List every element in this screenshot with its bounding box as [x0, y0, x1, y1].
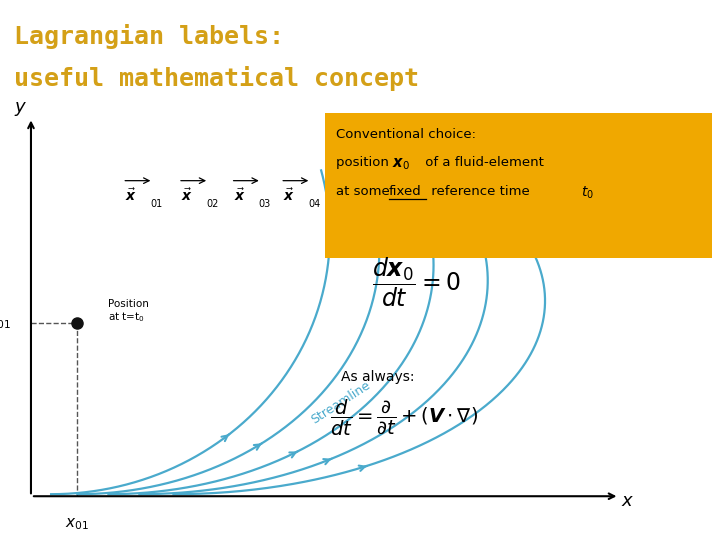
Text: 02: 02: [206, 199, 218, 209]
Text: $\vec{\boldsymbol{x}}$: $\vec{\boldsymbol{x}}$: [234, 187, 246, 204]
Text: position: position: [336, 156, 393, 169]
Text: useful mathematical concept: useful mathematical concept: [14, 66, 419, 91]
Text: Lagrangian labels:: Lagrangian labels:: [14, 24, 284, 49]
Text: Conventional choice:: Conventional choice:: [336, 128, 476, 141]
Text: 05: 05: [354, 199, 367, 209]
Text: at some: at some: [336, 185, 394, 198]
Text: $\dfrac{d\boldsymbol{x}_0}{dt} = 0$: $\dfrac{d\boldsymbol{x}_0}{dt} = 0$: [372, 255, 461, 309]
Text: 04: 04: [308, 199, 320, 209]
Text: $\vec{\boldsymbol{x}}$: $\vec{\boldsymbol{x}}$: [284, 187, 295, 204]
Text: Position: Position: [109, 299, 149, 309]
Text: 03: 03: [258, 199, 271, 209]
Text: $\boldsymbol{x}_0$: $\boldsymbol{x}_0$: [392, 156, 410, 172]
Text: fixed: fixed: [389, 185, 421, 198]
Text: Streamline: Streamline: [309, 379, 373, 427]
Text: $y_{01}$: $y_{01}$: [0, 315, 11, 331]
Text: reference time: reference time: [428, 185, 534, 198]
Text: $\vec{\boldsymbol{x}}$: $\vec{\boldsymbol{x}}$: [181, 187, 193, 204]
Text: $\vec{\boldsymbol{x}}$: $\vec{\boldsymbol{x}}$: [330, 187, 342, 204]
Text: $\dfrac{d}{dt} = \dfrac{\partial}{\partial t} + (\boldsymbol{V} \cdot \nabla)$: $\dfrac{d}{dt} = \dfrac{\partial}{\parti…: [330, 398, 478, 438]
Text: x: x: [622, 492, 632, 510]
Text: at t=t$_0$: at t=t$_0$: [109, 310, 145, 324]
Text: $\vec{\boldsymbol{x}}$: $\vec{\boldsymbol{x}}$: [125, 187, 138, 204]
Bar: [325, 113, 712, 258]
Text: $x_{01}$: $x_{01}$: [66, 517, 89, 532]
Text: 01: 01: [150, 199, 163, 209]
Text: of a fluid-element: of a fluid-element: [421, 156, 544, 169]
Text: As always:: As always:: [341, 370, 414, 384]
Text: $t_0$: $t_0$: [580, 185, 593, 201]
Text: y: y: [15, 98, 25, 117]
